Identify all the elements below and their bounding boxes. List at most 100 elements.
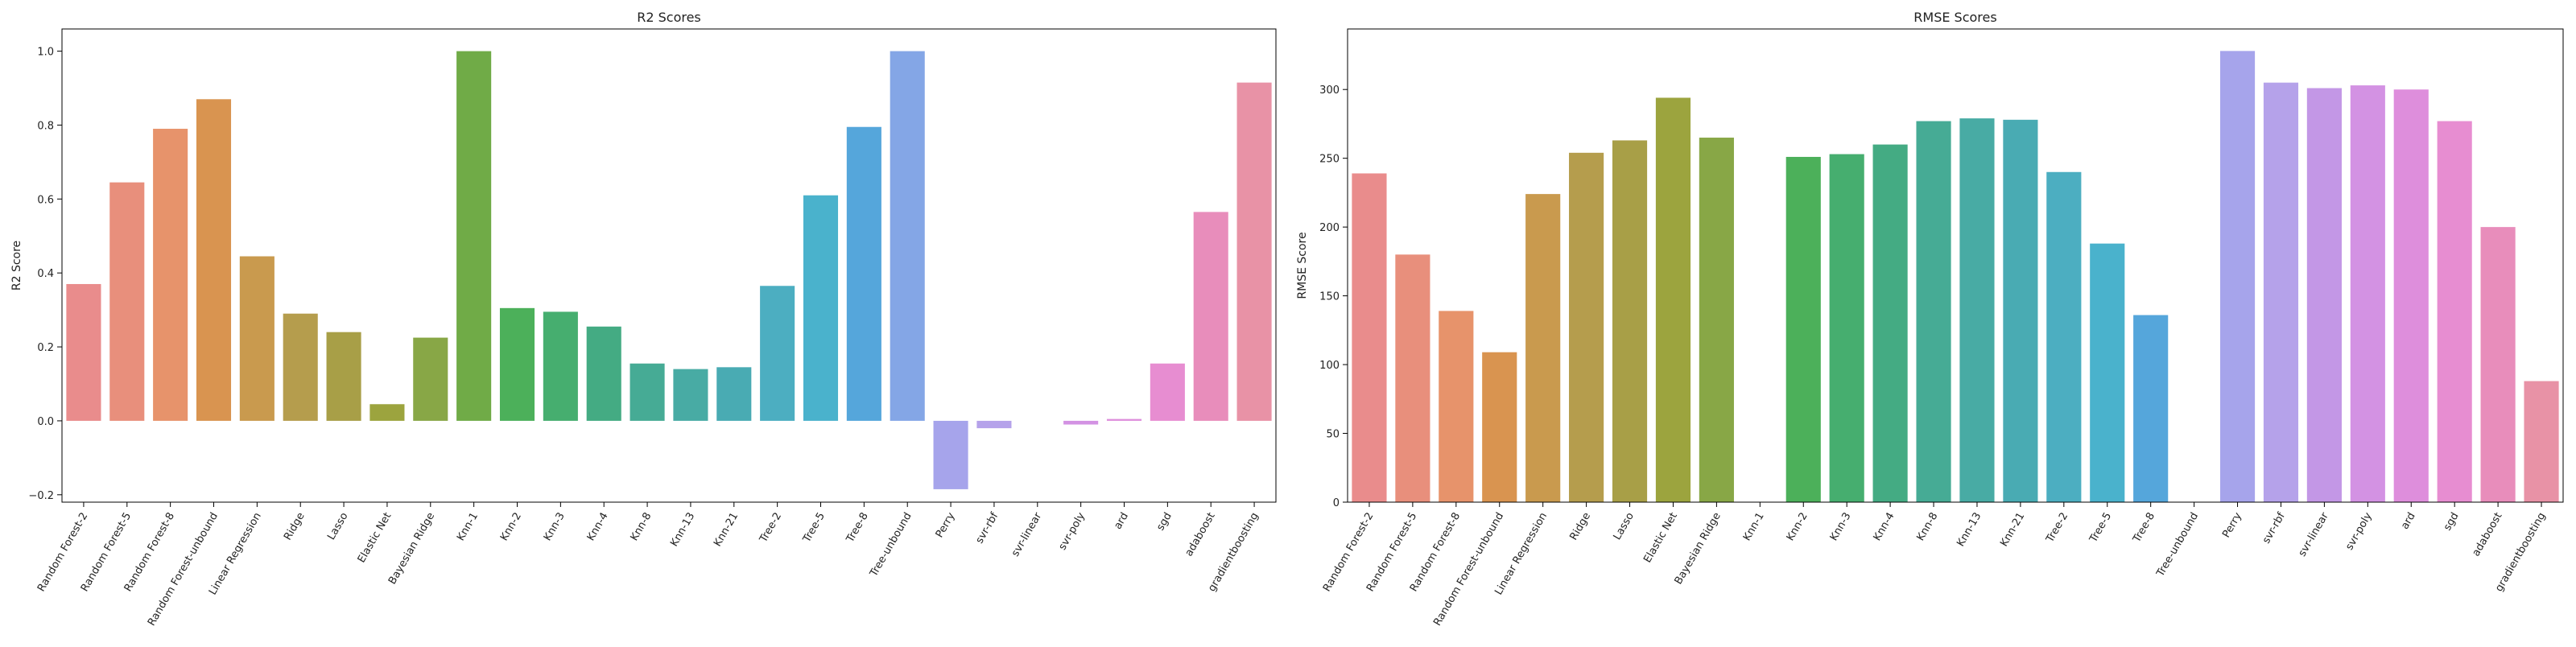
x-tick-label: Knn-4 [585, 511, 611, 543]
bar [1655, 97, 1691, 502]
bar [630, 363, 665, 421]
y-tick-label: 100 [1319, 360, 1340, 372]
x-tick-label: Bayesian Ridge [386, 511, 437, 587]
bar [196, 99, 232, 421]
bar [2133, 315, 2169, 502]
plot-frame [61, 28, 1277, 503]
x-tick-label: Ridge [1568, 511, 1594, 543]
bar [326, 332, 361, 421]
bar [456, 51, 492, 421]
bar [1352, 173, 1387, 502]
x-tick-label: ard [1112, 511, 1131, 532]
x-tick-label: adaboost [1183, 511, 1218, 559]
x-tick-label: adaboost [2470, 511, 2504, 559]
x-tick-label: Knn-3 [1828, 511, 1854, 543]
x-tick-label: Knn-13 [1955, 511, 1984, 550]
x-tick-label: svr-linear [2297, 510, 2332, 558]
y-tick-label: 200 [1319, 222, 1340, 234]
bar [1063, 420, 1099, 425]
bar [2393, 89, 2429, 503]
bar [2437, 121, 2472, 502]
x-tick-label: Lasso [325, 510, 350, 542]
y-tick-label: 250 [1319, 154, 1340, 166]
bar [2263, 82, 2299, 503]
plot-frame [1347, 28, 2564, 503]
x-tick-label: Knn-2 [498, 511, 524, 543]
bar [543, 311, 578, 421]
x-tick-label: svr-linear [1009, 510, 1045, 558]
y-tick-label: 300 [1319, 84, 1340, 97]
chart-2: RMSE Scores 0 50 100 150 200 250 300 RMSE Score R… [1296, 10, 2564, 628]
x-tick-label: Ridge [282, 511, 308, 543]
y-tick-label: 0.4 [37, 268, 54, 280]
y-tick-label: 1.0 [37, 47, 54, 59]
x-tick-label: Tree-8 [844, 511, 871, 546]
bar [933, 420, 968, 489]
x-tick-label: gradientboosting [2493, 511, 2548, 595]
x-tick-label: Elastic Net [1641, 511, 1680, 566]
y-tick-label: 0.8 [37, 120, 54, 132]
x-tick-label: sgd [1154, 511, 1174, 534]
bar [846, 126, 881, 421]
x-tick-label: Tree-2 [2044, 511, 2071, 546]
x-tick-label: Elastic Net [356, 511, 394, 566]
x-tick-label: Knn-1 [1741, 511, 1767, 543]
bar [1193, 212, 1228, 421]
bar [1525, 194, 1561, 502]
bar [1395, 254, 1430, 502]
bar [239, 256, 275, 421]
bar [1699, 138, 1734, 502]
x-tick-label: Knn-21 [712, 511, 741, 550]
x-tick-label: Knn-8 [629, 511, 654, 543]
y-tick-label: 150 [1319, 291, 1340, 303]
y-tick-label: 0 [1333, 497, 1340, 509]
x-tick-label: Tree-unbound [868, 511, 914, 580]
bar [109, 182, 145, 421]
x-tick-label: svr-poly [1057, 510, 1088, 552]
bar [369, 404, 405, 421]
x-tick-label: Tree-5 [2087, 511, 2115, 546]
x-tick-label: svr-poly [2343, 510, 2375, 552]
bar [760, 286, 795, 421]
y-tick-label: 50 [1326, 429, 1340, 441]
y-tick-label: 0.2 [37, 342, 54, 354]
bar [66, 283, 101, 421]
bar [2350, 85, 2385, 502]
bar [890, 51, 925, 421]
bar [1150, 363, 1185, 421]
bar [1872, 144, 1908, 502]
y-tick-label: 0.0 [37, 416, 54, 428]
bar [2003, 119, 2038, 502]
bar [1236, 82, 1272, 421]
y-tick-label: 0.6 [37, 194, 54, 206]
y-axis-label: RMSE Score [1296, 232, 1309, 299]
x-tick-label: gradientboosting [1206, 511, 1261, 595]
bar [499, 307, 535, 421]
bar [1106, 418, 1142, 421]
x-tick-label: Knn-21 [1998, 511, 2027, 550]
bar [2306, 88, 2342, 502]
x-tick-label: Knn-2 [1785, 511, 1810, 543]
bar [1569, 152, 1604, 502]
bar [716, 367, 752, 421]
x-tick-label: Tree-5 [800, 511, 828, 546]
bar [2480, 227, 2516, 502]
chart-title: R2 Scores [637, 10, 701, 25]
x-tick-label: Knn-1 [455, 511, 481, 543]
x-tick-label: Knn-4 [1872, 511, 1897, 543]
bar [1785, 156, 1821, 502]
bar [673, 369, 708, 421]
bar [1612, 140, 1648, 502]
y-axis-label: R2 Score [10, 241, 23, 291]
x-tick-label: ard [2399, 511, 2418, 532]
x-tick-label: Tree-8 [2131, 511, 2158, 546]
bar [2219, 51, 2256, 503]
bar [2524, 381, 2559, 502]
bar [1829, 154, 1864, 502]
bar [413, 337, 448, 421]
x-tick-label: Tree-2 [758, 511, 785, 546]
bar [2046, 171, 2082, 502]
x-tick-label: Knn-3 [542, 511, 568, 543]
